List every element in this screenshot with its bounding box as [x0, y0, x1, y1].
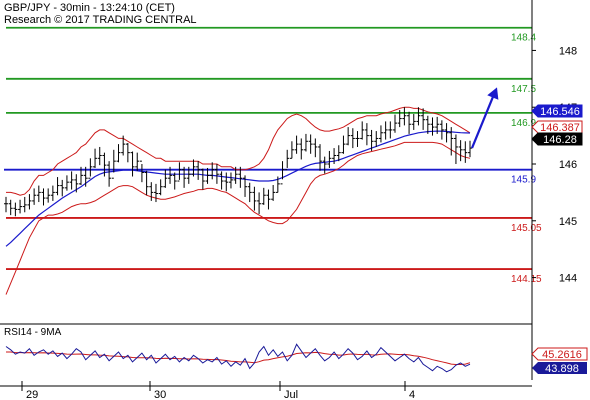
time-axis: 29 30 Jul 4 — [0, 381, 532, 400]
time-tick-label: 30 — [154, 389, 166, 400]
support-resistance-levels: 148.4 147.5 146.9 145.9 145.05 144.15 — [4, 26, 542, 285]
time-tick-label: 29 — [26, 389, 38, 400]
level-label: 147.5 — [511, 84, 536, 95]
price-axis: 144145146147148 — [531, 0, 577, 380]
rsi-tag-bg — [532, 362, 587, 374]
price-tick-label: 145 — [559, 216, 577, 228]
price-bars — [4, 107, 472, 217]
level-label: 148.4 — [511, 33, 536, 44]
bollinger-lower-line — [5, 141, 471, 295]
rsi-tag: 43.898 — [545, 363, 579, 375]
level-label: 144.15 — [511, 274, 542, 285]
forecast-arrow-head — [487, 87, 499, 100]
price-tag-label: 146.387 — [540, 122, 580, 134]
time-tick-label: 4 — [409, 389, 415, 400]
bollinger-bands — [5, 106, 471, 295]
price-tick-label: 144 — [559, 273, 577, 285]
price-tick-label: 148 — [559, 45, 577, 57]
price-tag-bg — [531, 132, 583, 146]
chart-title: GBP/JPY - 30min - 13:24:10 (CET) — [4, 2, 175, 14]
time-tick-label: Jul — [284, 389, 298, 400]
forecast-arrow-line — [470, 93, 496, 149]
price-tag-bg — [531, 120, 583, 134]
level-label: 145.05 — [511, 223, 542, 234]
rsi-title: RSI14 - 9MA — [4, 327, 62, 338]
price-tick-label: 146 — [559, 159, 577, 171]
bollinger-upper-line — [6, 106, 471, 196]
rsi-panel: 45.2616 43.898 — [0, 323, 588, 375]
price-tag-label: 146.28 — [543, 134, 577, 146]
rsi-ma-tag: 45.2616 — [542, 349, 582, 361]
moving-average — [5, 130, 471, 247]
price-tag-bg — [531, 104, 583, 118]
chart-copyright: Research © 2017 TRADING CENTRAL — [4, 14, 197, 26]
rsi-ma-tag-bg — [531, 347, 588, 361]
moving-average-line — [5, 130, 471, 247]
price-tag-label: 146.546 — [540, 106, 580, 118]
rsi-line — [5, 343, 471, 373]
level-label: 146.9 — [511, 118, 536, 129]
forecast-arrow — [470, 87, 499, 149]
level-label: 145.9 — [511, 175, 536, 186]
rsi-ma-line — [6, 351, 471, 365]
